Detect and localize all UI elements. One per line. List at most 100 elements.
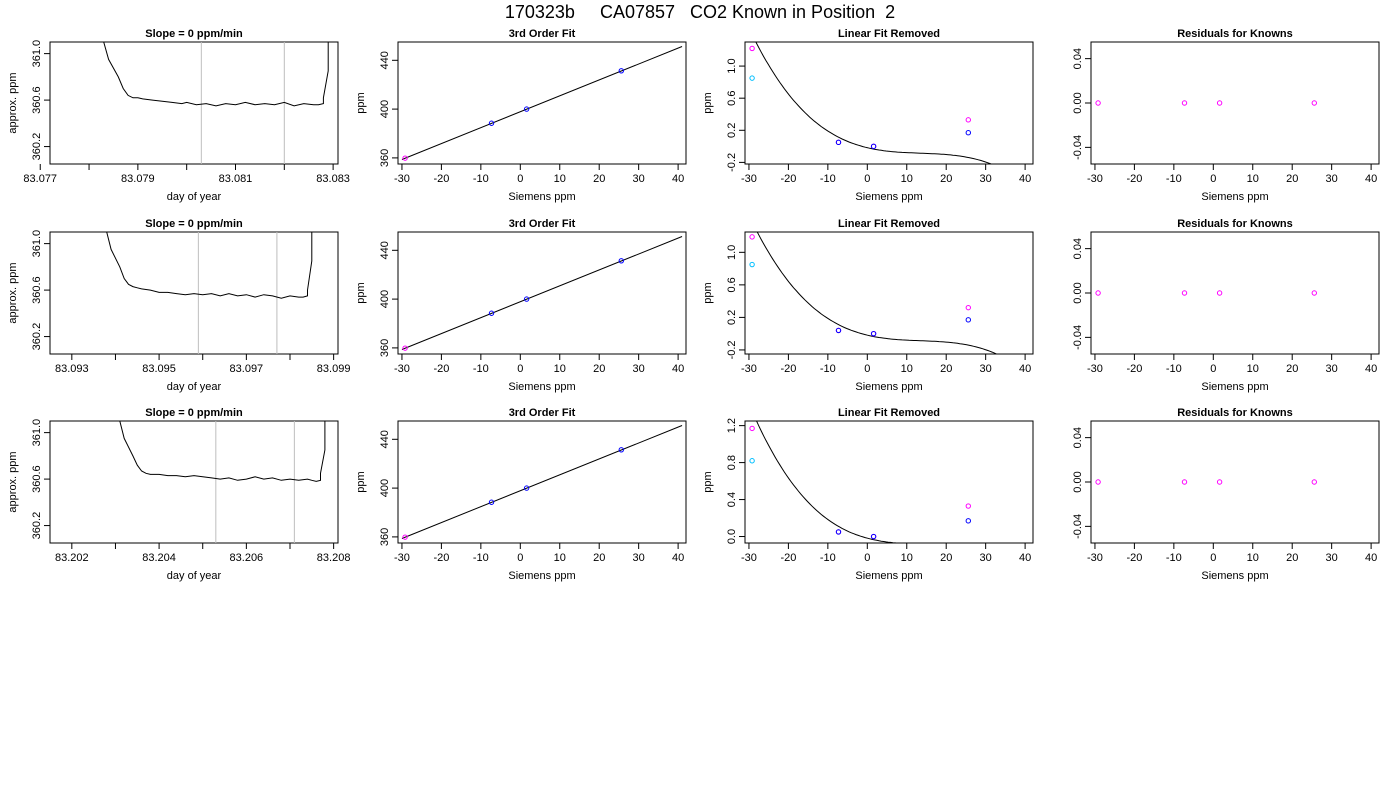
fit-line: [401, 46, 683, 160]
y-axis-label: approx. ppm: [7, 451, 19, 512]
y-tick-label: 0.00: [1072, 92, 1084, 113]
data-point: [1181, 479, 1188, 485]
chart-panel: Residuals for Knowns -30 -20 -10 0 10 20 30 40 -0…: [1072, 28, 1380, 203]
chart-title: 3rd Order Fit: [509, 28, 576, 40]
x-tick-label: 83.208: [317, 552, 351, 564]
y-axis-label: ppm: [355, 282, 367, 303]
x-tick-label: -30: [1087, 552, 1103, 564]
data-point: [870, 330, 877, 337]
data-point: [1216, 479, 1223, 485]
x-tick-label: 30: [1326, 363, 1338, 375]
plot-area: [1095, 479, 1317, 485]
x-tick-label: -20: [1126, 363, 1142, 375]
x-axis-label: day of year: [167, 191, 222, 203]
x-tick-label: 10: [554, 363, 566, 375]
data-point: [870, 533, 877, 540]
x-tick-label: 0: [864, 173, 870, 185]
y-tick-label: -0.2: [726, 340, 738, 359]
chart-panel: 3rd Order Fit -30 -20 -10 0 10 20 30 40 360 400 440…: [355, 218, 687, 393]
data-point: [1311, 479, 1317, 485]
chart-panel: Slope = 0 ppm/min 83.093 83.095 83.097 83.09…: [7, 218, 350, 393]
plot-frame: [397, 231, 687, 355]
chart-title: Linear Fit Removed: [838, 407, 940, 419]
chart-panel: Residuals for Knowns -30 -20 -10 0 10 20 30 40 -0…: [1072, 407, 1380, 582]
data-point: [402, 155, 408, 161]
data-point: [749, 234, 755, 240]
x-tick-label: -30: [741, 363, 757, 375]
cubic-fit-curve: [756, 232, 998, 354]
y-axis-label: ppm: [355, 471, 367, 492]
x-tick-label: -30: [394, 552, 410, 564]
x-axis-label: Siemens ppm: [855, 191, 922, 203]
chart-title: Residuals for Knowns: [1177, 407, 1293, 419]
x-axis-label: Siemens ppm: [1201, 191, 1268, 203]
x-tick-label: -20: [780, 363, 796, 375]
y-tick-label: 360: [379, 149, 391, 167]
plot-frame: [49, 420, 339, 544]
x-tick-label: 0: [517, 173, 523, 185]
data-point: [749, 458, 755, 464]
x-tick-label: -20: [1126, 552, 1142, 564]
data-point: [523, 106, 530, 112]
y-tick-label: 400: [379, 479, 391, 497]
data-point: [1095, 479, 1101, 485]
x-tick-label: 20: [1286, 363, 1298, 375]
x-tick-label: 20: [593, 552, 605, 564]
x-tick-label: -20: [433, 363, 449, 375]
y-tick-label: 360.6: [31, 86, 43, 114]
x-axis-label: Siemens ppm: [1201, 570, 1268, 582]
y-tick-label: 0.2: [726, 123, 738, 138]
data-point: [749, 425, 755, 432]
data-point: [835, 529, 842, 535]
x-tick-label: 30: [633, 552, 645, 564]
x-tick-label: 30: [980, 552, 992, 564]
x-axis-label: Siemens ppm: [855, 381, 922, 393]
chart-panel: Linear Fit Removed -30 -20 -10 0 10 20 30 40 -0.2…: [702, 218, 1034, 393]
data-point: [488, 120, 495, 126]
y-tick-label: 360.2: [31, 323, 43, 351]
y-tick-label: 361.0: [31, 419, 43, 447]
x-tick-label: 0: [517, 552, 523, 564]
plot-frame: [397, 420, 687, 544]
x-tick-label: 10: [1247, 363, 1259, 375]
data-point: [749, 45, 755, 52]
ppm-trace-line: [103, 42, 329, 107]
y-tick-label: -0.2: [726, 153, 738, 172]
data-point: [870, 143, 877, 150]
x-axis-label: day of year: [167, 381, 222, 393]
y-tick-label: 1.0: [726, 245, 738, 260]
x-tick-label: 10: [554, 173, 566, 185]
x-tick-label: 40: [1019, 552, 1031, 564]
y-axis-label: ppm: [702, 282, 714, 303]
data-point: [965, 129, 971, 136]
x-tick-label: 0: [517, 363, 523, 375]
x-tick-label: 20: [593, 363, 605, 375]
y-tick-label: 360: [379, 339, 391, 357]
data-point: [835, 139, 842, 146]
x-tick-label: 40: [672, 552, 684, 564]
x-tick-label: 83.097: [230, 363, 264, 375]
x-tick-label: 30: [1326, 552, 1338, 564]
y-tick-label: 0.00: [1072, 282, 1084, 303]
data-point: [1181, 100, 1188, 106]
x-tick-label: 83.083: [316, 173, 350, 185]
plot-area: [401, 425, 683, 540]
data-point: [488, 310, 495, 316]
y-tick-label: 440: [379, 51, 391, 69]
chart-title: Slope = 0 ppm/min: [145, 407, 243, 419]
x-tick-label: -20: [780, 552, 796, 564]
x-tick-label: -30: [394, 363, 410, 375]
x-tick-label: 30: [633, 363, 645, 375]
cubic-fit-curve: [755, 42, 993, 164]
x-tick-label: 20: [1286, 173, 1298, 185]
y-tick-label: 0.6: [726, 277, 738, 292]
data-point: [1311, 290, 1317, 296]
data-point: [523, 485, 530, 491]
y-tick-label: 361.0: [31, 230, 43, 258]
x-tick-label: 10: [901, 173, 913, 185]
data-point: [1095, 100, 1101, 106]
x-tick-label: 40: [1365, 552, 1377, 564]
x-tick-label: 40: [1019, 173, 1031, 185]
chart-title: Residuals for Knowns: [1177, 28, 1293, 40]
plot-area: [749, 232, 998, 354]
